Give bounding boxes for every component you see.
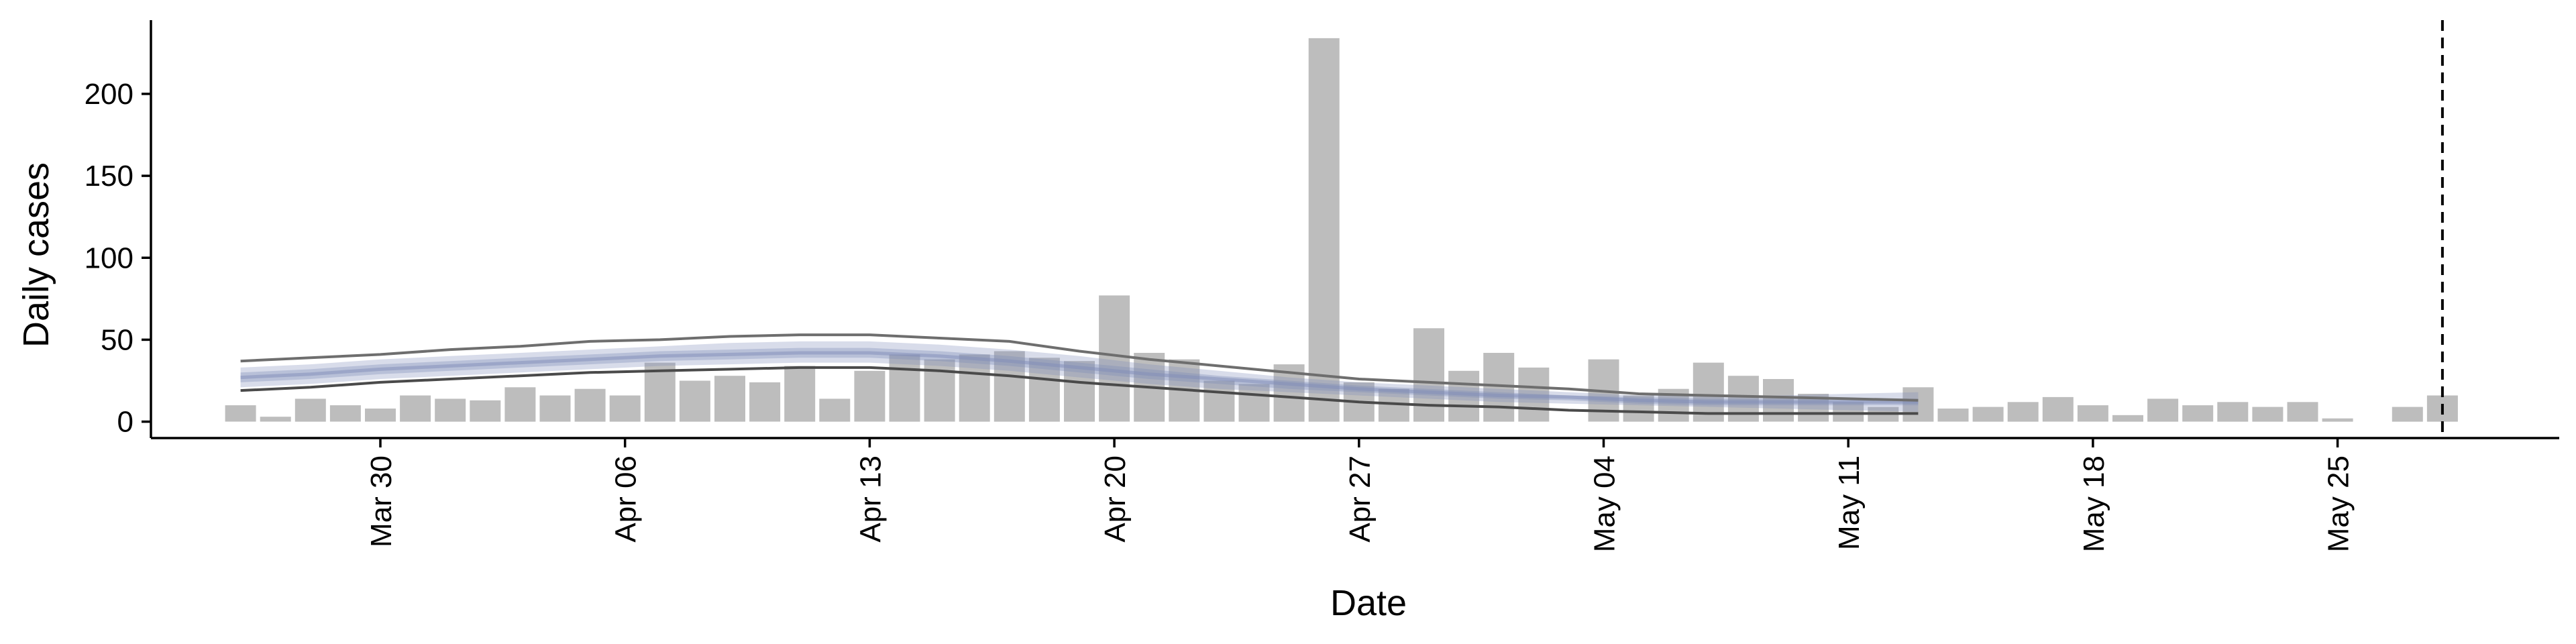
x-tick-label: Apr 06 xyxy=(610,455,643,543)
bar xyxy=(784,366,816,422)
bar xyxy=(854,370,885,422)
bar xyxy=(679,380,710,422)
bar xyxy=(2182,405,2214,422)
x-tick-label: Apr 13 xyxy=(854,455,887,543)
y-axis-title: Daily cases xyxy=(16,162,56,347)
x-axis-title: Date xyxy=(1330,583,1407,623)
bar xyxy=(2112,415,2143,422)
x-tick-label: May 25 xyxy=(2322,455,2355,552)
bar xyxy=(749,382,781,422)
bar xyxy=(2147,398,2179,422)
x-tick-label: May 18 xyxy=(2078,455,2110,552)
lower-bound-line xyxy=(240,366,1919,415)
bar xyxy=(2252,407,2284,422)
bar xyxy=(1238,384,1270,422)
bar xyxy=(2392,407,2423,422)
x-tick-label: May 11 xyxy=(1833,455,1866,550)
bar xyxy=(2077,405,2108,422)
bar xyxy=(819,398,851,422)
bar xyxy=(1693,362,1724,422)
x-tick-label: Mar 30 xyxy=(365,455,398,547)
x-tick-label: Apr 27 xyxy=(1344,455,1377,543)
bar xyxy=(294,398,326,422)
bar xyxy=(574,388,606,422)
bar xyxy=(609,395,641,422)
x-tick-label: Apr 20 xyxy=(1099,455,1132,543)
upper-bound-line xyxy=(240,333,1919,402)
y-tick-label: 200 xyxy=(85,78,133,111)
bar xyxy=(1308,38,1340,422)
band-layer xyxy=(240,341,1919,412)
bar xyxy=(1937,409,1969,422)
bar xyxy=(889,354,920,422)
y-tick-label: 0 xyxy=(117,406,133,439)
inner-credible-band xyxy=(240,347,1919,406)
bar xyxy=(1972,407,2004,422)
line-layer xyxy=(240,333,1919,415)
median-line xyxy=(240,351,1919,404)
bar xyxy=(1064,361,1095,422)
bar xyxy=(400,395,431,422)
bar xyxy=(2007,402,2039,422)
bar xyxy=(2042,396,2074,422)
y-tick-label: 100 xyxy=(85,241,133,274)
bar xyxy=(504,387,536,422)
bar xyxy=(2217,402,2249,422)
axes-layer xyxy=(150,20,2559,439)
bar xyxy=(539,395,571,422)
bar xyxy=(365,409,396,422)
bar xyxy=(1833,402,1864,422)
x-ticks: Mar 30 Apr 06 Apr 13 Apr 20 Apr 27 May 04 May … xyxy=(365,438,2355,552)
bar xyxy=(714,376,745,422)
bar xyxy=(260,417,291,422)
bar xyxy=(1203,380,1235,422)
bar xyxy=(924,359,955,422)
bar xyxy=(435,398,466,422)
bar xyxy=(225,405,256,422)
bar xyxy=(1099,295,1130,422)
y-ticks: 0 50 100 150 200 xyxy=(85,78,151,439)
x-tick-label: May 04 xyxy=(1589,455,1621,552)
bar xyxy=(2322,418,2353,422)
bar xyxy=(1902,387,1934,422)
bar xyxy=(644,362,676,422)
bar xyxy=(329,405,361,422)
bar xyxy=(2287,402,2318,422)
bar xyxy=(1413,328,1444,422)
y-tick-label: 150 xyxy=(85,160,133,193)
bar xyxy=(1028,358,1060,422)
bar xyxy=(959,354,990,422)
y-tick-label: 50 xyxy=(101,323,133,356)
bar xyxy=(470,400,501,422)
bar xyxy=(1448,370,1480,422)
